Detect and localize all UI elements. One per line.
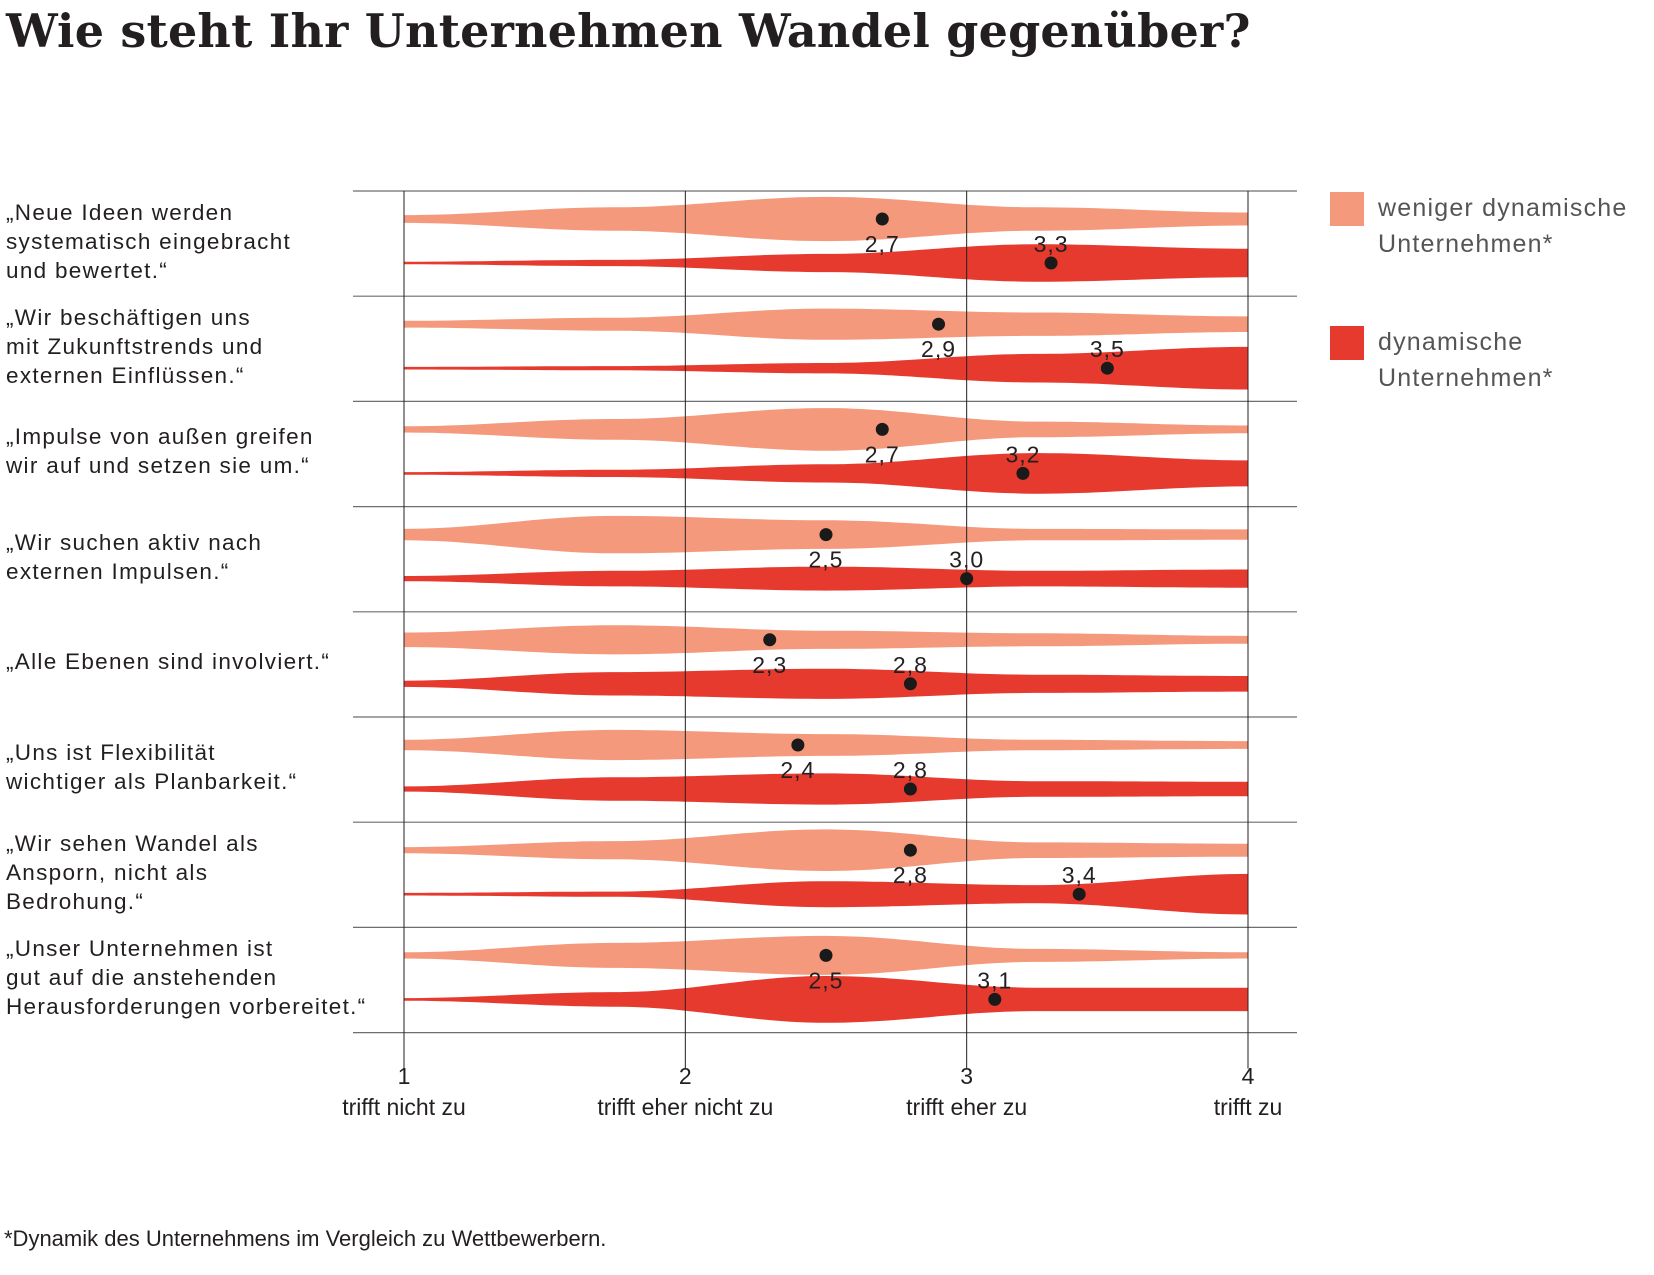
mean-label-weniger: 2,3	[752, 652, 787, 678]
mean-marker-weniger	[903, 843, 917, 857]
statement-label: „Neue Ideen werden systematisch eingebra…	[6, 199, 292, 283]
mean-label-weniger: 2,8	[893, 862, 928, 888]
mean-markers: 2,7 3,3 2,9 3,5 2,7 3,2 2,5 3,0 2,3 2,8 2,4 2,8 2,8 3…	[752, 212, 1125, 1006]
mean-marker-dynamisch	[903, 677, 917, 691]
violin-weniger	[404, 729, 1248, 761]
legend-item-dynamisch: dynamische Unternehmen*	[1330, 324, 1654, 396]
mean-marker-weniger	[875, 422, 889, 436]
grid	[353, 190, 1297, 1034]
x-tick-label: 4	[1242, 1063, 1255, 1089]
violin-dynamisch	[404, 566, 1248, 591]
mean-label-dynamisch: 3,1	[977, 967, 1012, 993]
x-tick-sublabel: trifft eher zu	[906, 1094, 1027, 1120]
mean-marker-weniger	[763, 633, 777, 647]
violin-weniger	[404, 829, 1248, 871]
mean-label-dynamisch: 2,8	[893, 652, 928, 678]
x-tick-label: 1	[398, 1063, 411, 1089]
violins	[404, 196, 1248, 1023]
legend-label-dynamisch: dynamische Unternehmen*	[1378, 328, 1554, 392]
footnote: *Dynamik des Unternehmens im Vergleich z…	[4, 1226, 607, 1251]
violin-dynamisch	[404, 976, 1248, 1023]
mean-marker-dynamisch	[1100, 361, 1114, 375]
mean-label-dynamisch: 3,0	[949, 547, 984, 573]
mean-marker-dynamisch	[903, 782, 917, 796]
legend-item-weniger: weniger dynamische Unternehmen*	[1330, 190, 1654, 262]
violin-dynamisch	[404, 453, 1248, 494]
statement-label: „Wir suchen aktiv nach externen Impulsen…	[6, 529, 263, 584]
chart-title: Wie steht Ihr Unternehmen Wandel gegenüb…	[6, 4, 1251, 58]
mean-marker-dynamisch	[1016, 466, 1030, 480]
mean-label-weniger: 2,5	[809, 967, 844, 993]
mean-marker-weniger	[875, 212, 889, 226]
x-tick-sublabel: trifft nicht zu	[342, 1094, 466, 1120]
mean-label-weniger: 2,9	[921, 336, 956, 362]
x-tick-label: 3	[960, 1063, 973, 1089]
mean-marker-weniger	[932, 317, 946, 331]
statement-label: „Unser Unternehmen ist gut auf die anste…	[6, 935, 367, 1019]
mean-marker-dynamisch	[960, 572, 974, 586]
statement-label: „Wir sehen Wandel als Ansporn, nicht als…	[6, 830, 259, 914]
vertical-gridlines	[403, 191, 1249, 1069]
x-tick-sublabel: trifft eher nicht zu	[597, 1094, 773, 1120]
statement-label: „Uns ist Flexibilität wichtiger als Plan…	[6, 740, 298, 794]
statement-label: „Alle Ebenen sind involviert.“	[6, 649, 331, 675]
statement-label: „Wir beschäftigen uns mit Zukunftstrends…	[6, 304, 264, 388]
legend-swatch-dynamisch	[1330, 326, 1364, 360]
x-axis: 1 trifft nicht zu 2 trifft eher nicht zu 3 tr…	[342, 1063, 1282, 1120]
mean-label-weniger: 2,4	[780, 757, 815, 783]
violin-dynamisch	[404, 244, 1248, 282]
legend-swatch-weniger	[1330, 192, 1364, 226]
violin-weniger	[404, 408, 1248, 451]
violin-dynamisch	[404, 873, 1248, 915]
mean-marker-weniger	[791, 738, 805, 752]
mean-label-weniger: 2,5	[809, 547, 844, 573]
violin-weniger	[404, 308, 1248, 340]
mean-marker-dynamisch	[1072, 887, 1086, 901]
mean-marker-weniger	[819, 528, 833, 542]
violin-dynamisch	[404, 668, 1248, 699]
violin-dynamisch	[404, 346, 1248, 390]
mean-marker-weniger	[819, 948, 833, 962]
mean-marker-dynamisch	[988, 992, 1002, 1006]
mean-label-dynamisch: 3,5	[1090, 336, 1125, 362]
x-tick-label: 2	[679, 1063, 692, 1089]
mean-label-dynamisch: 3,4	[1062, 862, 1097, 888]
mean-label-dynamisch: 3,2	[1005, 441, 1040, 467]
mean-label-dynamisch: 3,3	[1034, 231, 1069, 257]
legend-label-weniger: weniger dynamische Unternehmen*	[1378, 194, 1628, 258]
violin-weniger	[404, 625, 1248, 655]
mean-label-weniger: 2,7	[865, 441, 900, 467]
mean-label-weniger: 2,7	[865, 231, 900, 257]
x-tick-sublabel: trifft zu	[1214, 1094, 1283, 1120]
violin-dynamisch	[404, 773, 1248, 805]
violin-weniger	[404, 196, 1248, 242]
mean-marker-dynamisch	[1044, 256, 1058, 270]
mean-label-dynamisch: 2,8	[893, 757, 928, 783]
statement-label: „Impulse von außen greifen wir auf und s…	[6, 424, 314, 479]
